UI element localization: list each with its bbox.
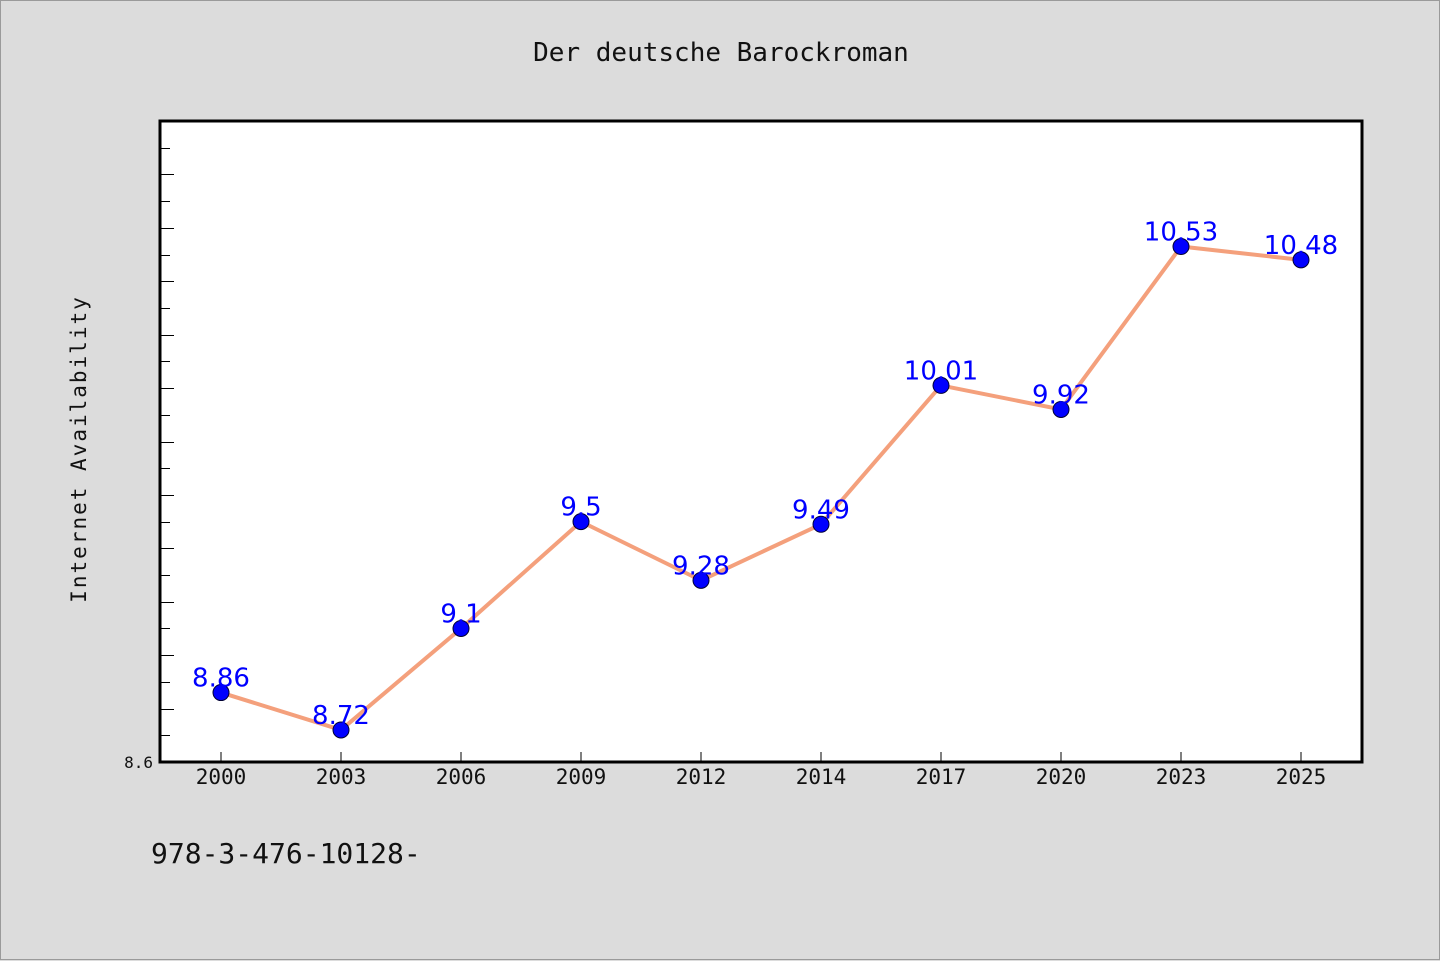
x-tick-label: 2012: [676, 765, 727, 789]
data-label: 10.48: [1264, 231, 1338, 261]
x-tick-label: 2003: [316, 765, 367, 789]
data-label: 10.53: [1144, 218, 1218, 248]
data-point: [692, 571, 710, 589]
plot-area: [158, 119, 1364, 764]
data-point: [572, 513, 590, 531]
x-axis-ticks: 2000 2003 2006 2009 2012 2014 2017 2020 2023 2025: [196, 752, 1327, 789]
series-layer: 8.86 8.72 9.1 9.5 9.28 9.49 10.01 9.92 10.53 10.4…: [192, 218, 1338, 739]
series-line: [220, 244, 1302, 732]
data-label: 9.5: [560, 493, 601, 523]
data-point: [332, 721, 350, 739]
x-tick-label: 2020: [1036, 765, 1087, 789]
data-label: 9.28: [672, 551, 730, 581]
data-point: [932, 376, 950, 394]
x-tick-label: 2006: [436, 765, 487, 789]
y-axis-label: Internet Availability: [67, 295, 91, 603]
x-tick-label: 2014: [796, 765, 847, 789]
x-tick-label: 2000: [196, 765, 247, 789]
data-label: 8.86: [192, 664, 250, 694]
data-point: [212, 684, 230, 702]
data-label: 8.72: [312, 701, 370, 731]
x-tick-label: 2025: [1276, 765, 1327, 789]
chart-title: Der deutsche Barockroman: [533, 38, 909, 68]
x-tick-label: 2017: [916, 765, 967, 789]
footer-text: 978-3-476-10128-: [151, 837, 421, 870]
data-point: [1052, 400, 1070, 418]
data-point: [1292, 251, 1310, 269]
data-label: 9.49: [792, 495, 850, 525]
data-label: 10.01: [904, 356, 978, 386]
y-axis-ticks: 8.6: [124, 121, 174, 772]
x-tick-label: 2009: [556, 765, 607, 789]
data-label: 9.1: [440, 599, 481, 629]
data-point: [812, 515, 830, 533]
y-tick-label: 8.6: [124, 753, 153, 772]
data-label: 9.92: [1032, 380, 1090, 410]
data-point: [1172, 238, 1190, 256]
data-point: [452, 619, 470, 637]
x-tick-label: 2023: [1156, 765, 1207, 789]
